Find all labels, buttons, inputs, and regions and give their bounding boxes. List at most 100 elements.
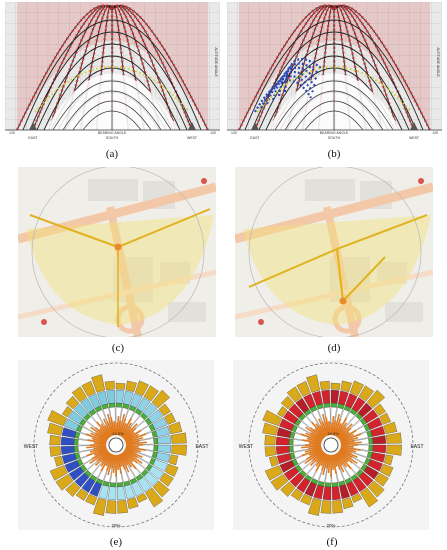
- radiation-spike: [106, 421, 114, 436]
- site-map-d: [235, 167, 433, 337]
- sun-dome-circle: [31, 167, 205, 337]
- radiation-spike: [100, 453, 112, 472]
- radiation-spike: [306, 437, 322, 444]
- green-ring-segment: [73, 445, 79, 453]
- radiation-rose-e: WEST EAST 20% 14.5%: [18, 360, 214, 530]
- shading-area: [26, 215, 214, 325]
- west-label: WEST: [239, 444, 253, 450]
- outer-segment: [125, 380, 137, 393]
- outer-segment: [308, 497, 322, 516]
- radiation-spike: [100, 452, 111, 467]
- outer-segment: [49, 446, 62, 457]
- radiation-spike: [340, 445, 354, 448]
- radiation-spike: [340, 445, 361, 451]
- green-ring-segment: [153, 437, 159, 445]
- outer-segment: [262, 410, 282, 427]
- radiation-spike: [338, 431, 350, 440]
- green-ring-segment: [330, 402, 338, 408]
- radiation-spike: [112, 454, 116, 473]
- radiation-rose-f: WEST EAST 20% 14.5%: [233, 360, 429, 530]
- center-circle: [323, 437, 339, 453]
- outer-segment: [330, 382, 341, 390]
- bearing-angle-label: BEARING ANGLE: [320, 131, 349, 135]
- sun-dome-circle: [248, 167, 422, 337]
- radiation-spike: [118, 454, 126, 470]
- radiation-spike: [336, 426, 347, 438]
- radiation-spike: [340, 441, 362, 445]
- outer-segment: [159, 472, 174, 487]
- map-marker: [418, 178, 424, 184]
- radiation-spike: [320, 453, 328, 467]
- radiation-spike: [100, 423, 111, 438]
- radiation-spike: [340, 446, 357, 453]
- radiation-spike: [338, 450, 358, 465]
- shaded-hour-curve: [15, 4, 113, 131]
- caption-f: (f): [326, 536, 338, 548]
- radiation-spike: [321, 421, 329, 436]
- outer-dashed-ring: [33, 362, 199, 528]
- outer-segment: [168, 421, 183, 435]
- shaded-hour-curve: [111, 4, 209, 131]
- radiation-spike: [87, 439, 107, 445]
- radiation-spike: [309, 427, 324, 440]
- radiation-spike: [125, 447, 137, 454]
- building: [385, 302, 423, 322]
- radiation-spike: [301, 445, 322, 449]
- outer-segment: [367, 480, 385, 498]
- green-ring-segment: [323, 402, 331, 408]
- corner-tick-right: 120: [432, 131, 438, 135]
- caption-c: (c): [111, 342, 125, 354]
- radiation-spike: [106, 413, 115, 436]
- radiation-spike: [315, 423, 326, 438]
- radiation-spike: [336, 452, 352, 470]
- outer-segment: [264, 446, 277, 457]
- radiation-spike: [96, 421, 111, 438]
- radiation-spike: [116, 420, 122, 436]
- green-ring-segment: [109, 482, 117, 488]
- radiation-spike: [308, 448, 323, 456]
- building: [168, 302, 206, 322]
- radiation-spike: [96, 450, 109, 462]
- radiation-spike: [89, 446, 107, 453]
- green-ring-segment: [108, 402, 116, 408]
- radiation-spike: [326, 454, 331, 469]
- radiation-spike: [321, 454, 329, 471]
- outer-segment: [360, 487, 379, 508]
- radiation-spike: [122, 451, 134, 463]
- radiation-spike: [337, 451, 349, 463]
- site-map-c: [18, 167, 216, 337]
- radiation-spike: [116, 454, 122, 474]
- radiation-spike: [306, 449, 323, 460]
- building: [88, 179, 138, 201]
- radiation-spike: [339, 448, 358, 458]
- radiation-spike: [300, 433, 322, 443]
- outer-segment: [152, 480, 170, 498]
- radiation-spike: [327, 454, 331, 473]
- outer-segment: [81, 380, 96, 397]
- green-ring-segment: [116, 482, 124, 488]
- outer-segment: [91, 374, 106, 393]
- radiation-spike: [123, 450, 138, 464]
- site-map-svg-d: [235, 167, 433, 337]
- outer-segment: [158, 403, 171, 416]
- radiation-spike: [304, 446, 322, 453]
- radiation-spike: [333, 454, 341, 470]
- outer-segment: [380, 463, 394, 477]
- radiation-spike: [113, 421, 116, 436]
- cross-road: [106, 206, 142, 337]
- west-label: WEST: [24, 444, 38, 450]
- radiation-spike: [94, 451, 110, 467]
- radiation-spike: [118, 418, 127, 436]
- corner-tick-left: 120: [231, 131, 237, 135]
- outer-segment: [290, 488, 304, 501]
- radiation-spike: [86, 445, 107, 449]
- outer-segment: [65, 395, 80, 410]
- altitude-angle-label: ALTITUDE ANGLE: [436, 47, 440, 77]
- outer-segment: [296, 380, 311, 397]
- radiation-spike: [123, 431, 135, 440]
- green-ring-segment: [73, 438, 79, 446]
- east-marker-icon: [251, 122, 259, 130]
- radiation-spike: [85, 433, 107, 443]
- outer-segment: [151, 389, 170, 409]
- radiation-spike: [94, 427, 109, 440]
